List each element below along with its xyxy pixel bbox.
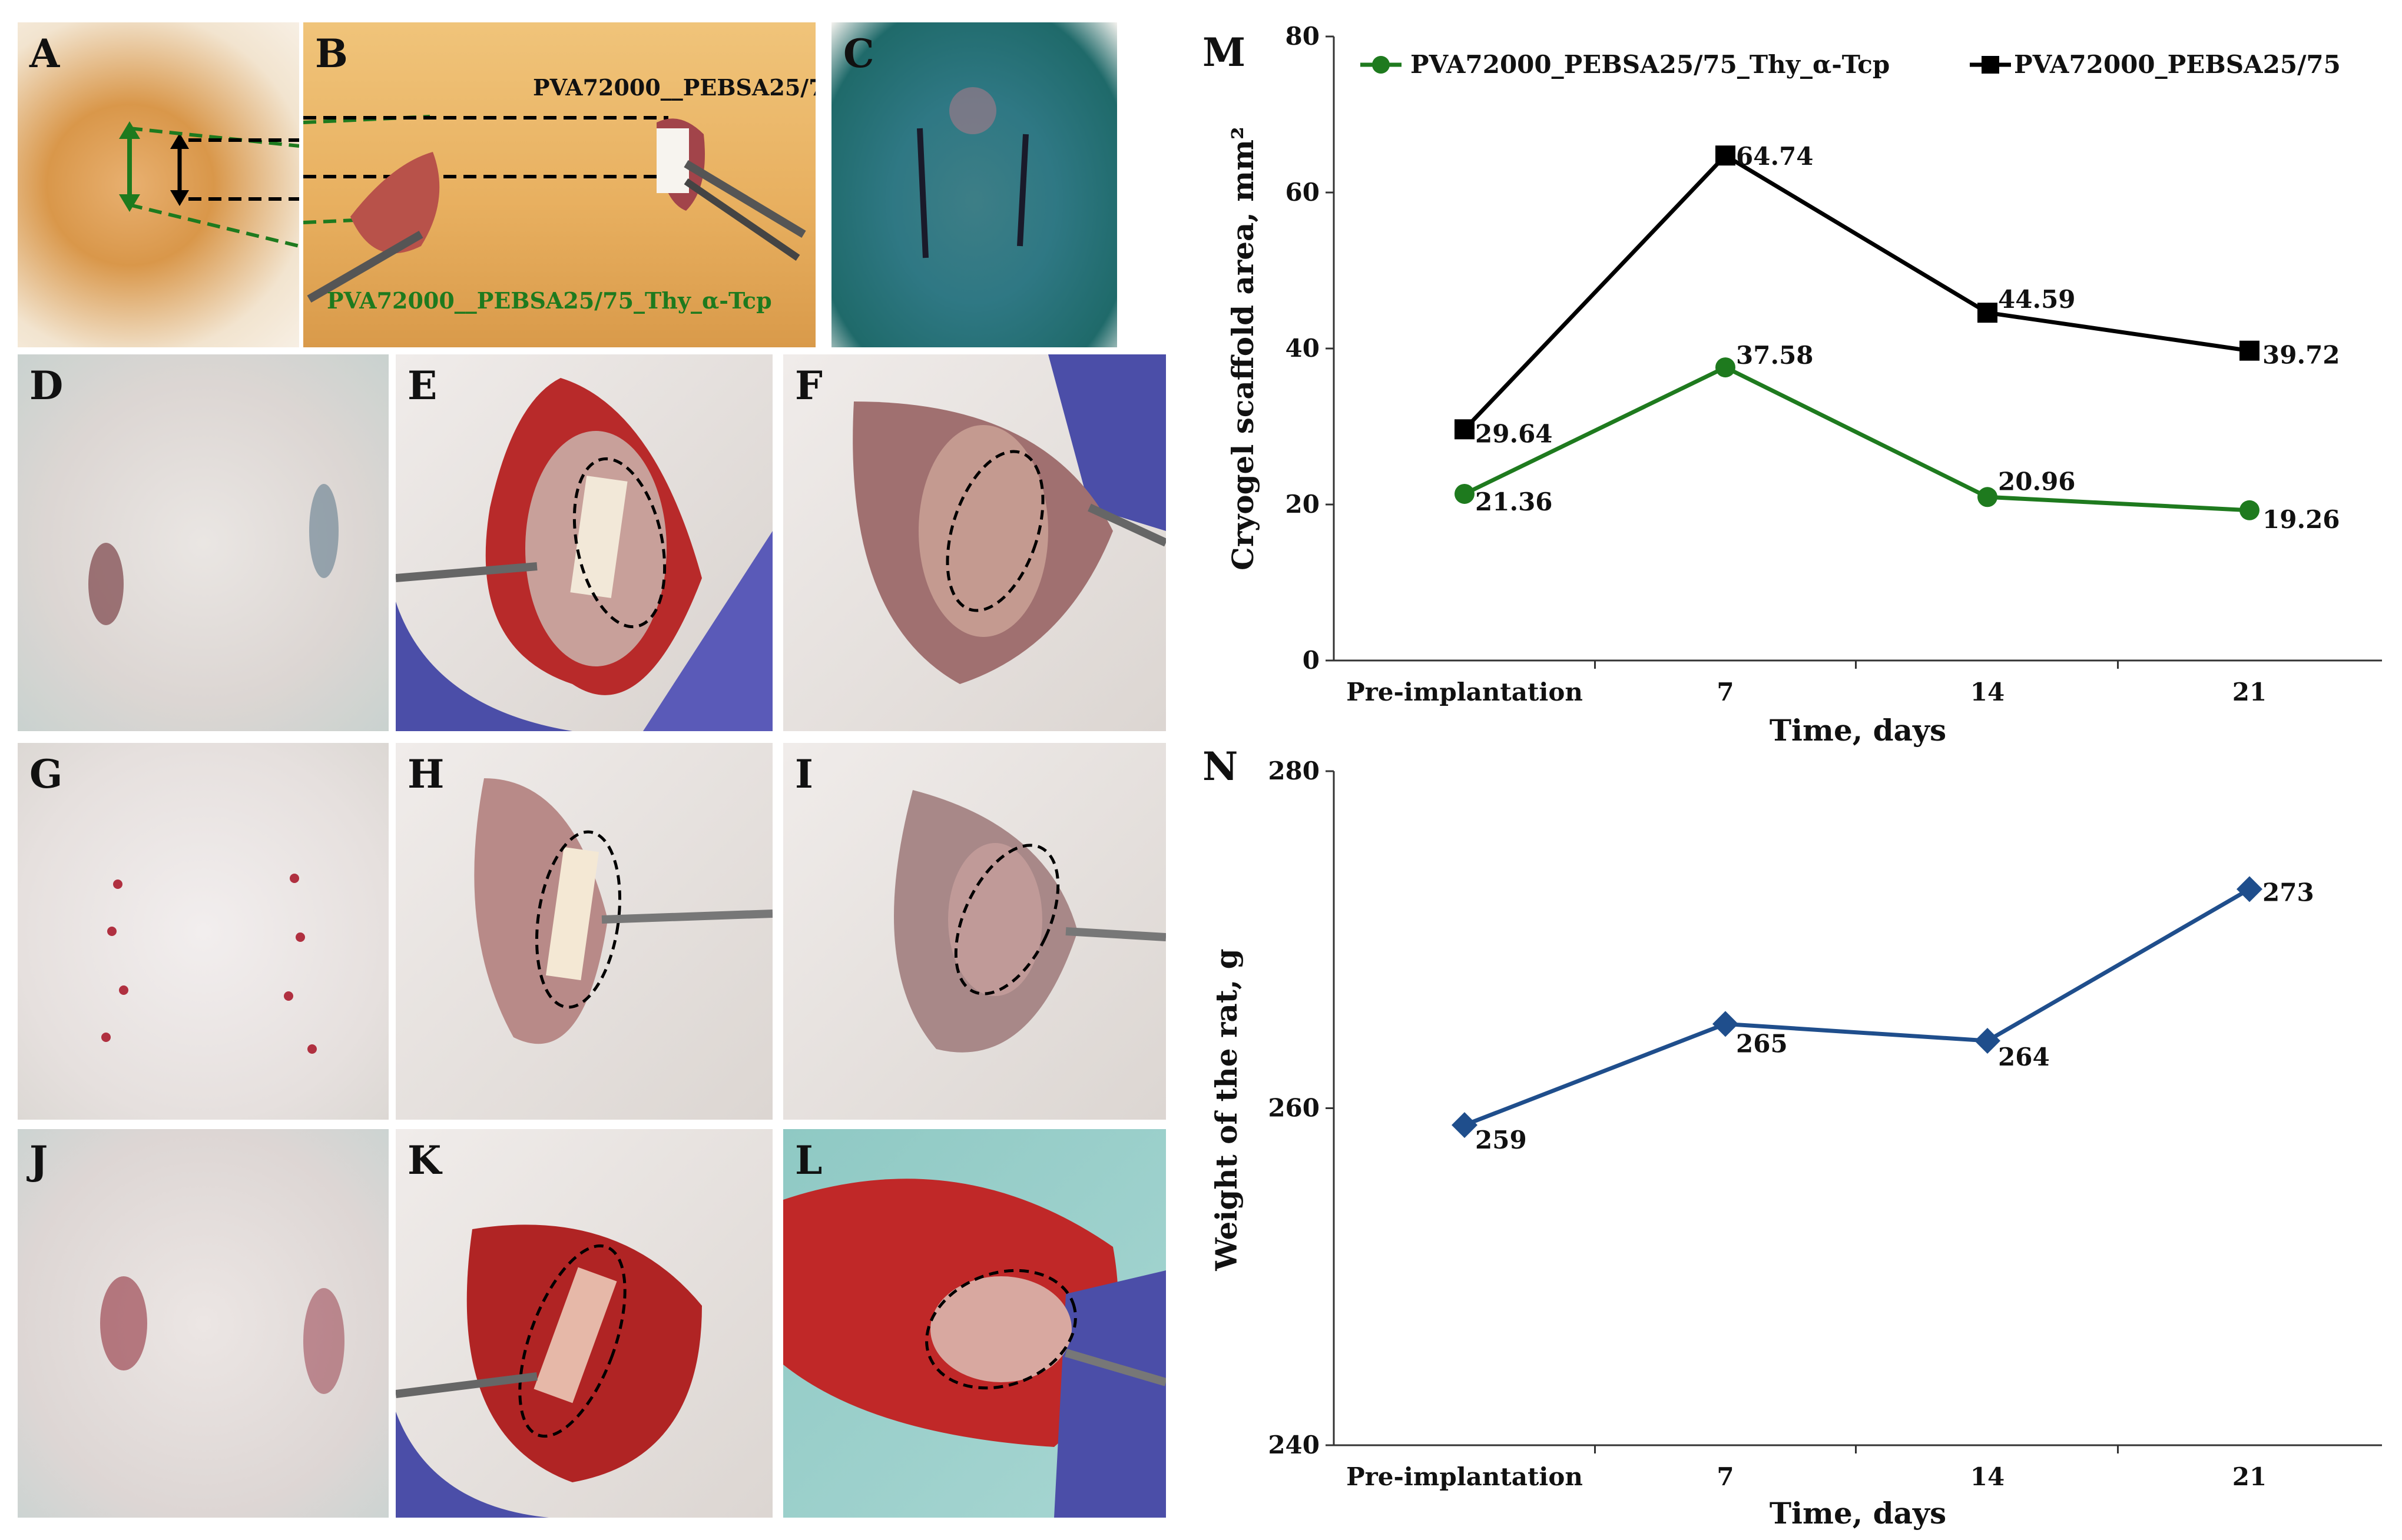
chart-m-y-tick-label: 60 bbox=[1286, 178, 1320, 207]
label-thy-scaffold: PVA72000__PEBSA25/75_Thy_α-Tcp bbox=[327, 287, 772, 314]
chart-m-y-tick-label: 80 bbox=[1286, 22, 1320, 51]
chart-m-data-label: 64.74 bbox=[1736, 142, 1814, 171]
photo-panel-d: D bbox=[18, 354, 389, 731]
chart-m-data-label: 44.59 bbox=[1998, 285, 2076, 314]
chart-n-data-label: 265 bbox=[1736, 1029, 1788, 1058]
chart-n-series-0-point bbox=[1974, 1028, 2000, 1054]
explant-site-icon bbox=[474, 778, 773, 1044]
photo-panel-e: E bbox=[396, 354, 773, 731]
chart-n-y-axis-title: Weight of the rat, g bbox=[1209, 948, 1244, 1271]
implant-sites-icon bbox=[303, 115, 806, 303]
chart-m-series-0-point bbox=[1715, 357, 1735, 378]
chart-m-y-tick-label: 40 bbox=[1286, 334, 1320, 363]
chart-n-y-tick-label: 240 bbox=[1268, 1431, 1320, 1459]
chart-n-x-tick-label: Pre-implantation bbox=[1346, 1462, 1583, 1491]
chart-m-series-1-point bbox=[1715, 145, 1735, 166]
wound-marks-icon bbox=[100, 1276, 344, 1394]
chart-m-series-0-point bbox=[2239, 500, 2259, 520]
chart-m-data-label: 39.72 bbox=[2262, 341, 2340, 370]
photo-panel-h: H bbox=[396, 743, 773, 1120]
chart-m-series-0-point bbox=[1977, 487, 1997, 507]
chart-m-panel-letter: M bbox=[1202, 29, 1245, 75]
chart-m-series-1-point bbox=[1455, 419, 1475, 440]
panel-letter-b: B bbox=[315, 31, 348, 77]
panel-letter-g: G bbox=[29, 751, 63, 797]
chart-m-data-label: 19.26 bbox=[2262, 505, 2340, 534]
chart-n-y-tick-label: 260 bbox=[1268, 1094, 1320, 1123]
chart-m-series-0-line bbox=[1463, 365, 2250, 513]
chart-m-data-label: 21.36 bbox=[1475, 487, 1553, 516]
explant-site-icon bbox=[396, 1224, 702, 1518]
measurement-arrows-icon bbox=[119, 121, 299, 248]
chart-n-data-label: 259 bbox=[1475, 1126, 1527, 1154]
panel-letter-e: E bbox=[407, 363, 438, 409]
chart-m-y-tick-label: 20 bbox=[1286, 490, 1320, 519]
panel-letter-a: A bbox=[29, 31, 60, 77]
panel-letter-c: C bbox=[843, 31, 874, 77]
chart-m-x-tick-label: 21 bbox=[2232, 678, 2267, 706]
chart-m-series-1-line bbox=[1463, 152, 2250, 431]
panel-letter-k: K bbox=[407, 1137, 442, 1183]
chart-n-series-0-point bbox=[2237, 876, 2262, 902]
photo-panel-i: I bbox=[783, 743, 1166, 1120]
photo-panel-b: B PVA72000__PEBSA25/75 PVA72000__PEBSA25… bbox=[303, 22, 816, 347]
chart-n-series-0-point bbox=[1712, 1011, 1738, 1037]
chart-m-series-1-point bbox=[2239, 340, 2259, 361]
chart-n-data-label: 264 bbox=[1998, 1043, 2050, 1071]
chart-m-data-label: 20.96 bbox=[1998, 467, 2076, 496]
chart-m-x-axis-title: Time, days bbox=[1770, 713, 1946, 748]
chart-n-x-tick-label: 21 bbox=[2232, 1462, 2267, 1491]
explant-site-icon bbox=[396, 378, 773, 731]
chart-n-x-tick-label: 7 bbox=[1717, 1462, 1734, 1491]
chart-n-data-label: 273 bbox=[2262, 878, 2314, 907]
chart-m-y-tick-label: 0 bbox=[1303, 646, 1320, 675]
chart-m-series-0-point bbox=[1455, 483, 1475, 504]
photo-panel-c: C bbox=[831, 22, 1117, 347]
chart-m-legend-label: PVA72000_PEBSA25/75_Thy_α-Tcp bbox=[1410, 50, 1890, 79]
chart-n-y-tick-label: 280 bbox=[1268, 756, 1320, 785]
photo-panel-l: L bbox=[783, 1129, 1166, 1518]
photo-panel-a: A bbox=[18, 22, 299, 347]
healed-incision-icon bbox=[101, 874, 317, 1054]
chart-n-series-0-point bbox=[1452, 1112, 1477, 1139]
chart-m-x-tick-label: Pre-implantation bbox=[1346, 678, 1583, 706]
chart-m-data-label: 37.58 bbox=[1736, 341, 1814, 370]
panel-letter-l: L bbox=[795, 1137, 823, 1183]
photo-panel-g: G bbox=[18, 743, 389, 1120]
chart-m-legend-marker bbox=[1982, 56, 1999, 74]
explant-site-icon bbox=[853, 354, 1166, 684]
chart-n-series-0-line bbox=[1463, 887, 2251, 1127]
chart-n-x-axis-title: Time, days bbox=[1770, 1496, 1946, 1531]
panel-letter-h: H bbox=[407, 751, 445, 797]
photo-panel-k: K bbox=[396, 1129, 773, 1518]
sutures-icon bbox=[917, 87, 1029, 258]
photo-panel-f: F bbox=[783, 354, 1166, 731]
panel-letter-f: F bbox=[795, 363, 823, 409]
chart-m-legend-marker bbox=[1372, 56, 1390, 74]
chart-n-panel-letter: N bbox=[1202, 744, 1238, 789]
label-control-scaffold: PVA72000__PEBSA25/75 bbox=[533, 74, 816, 101]
explant-site-icon bbox=[894, 790, 1166, 1053]
chart-n-x-tick-label: 14 bbox=[1970, 1462, 2005, 1491]
panel-letter-i: I bbox=[795, 751, 813, 797]
panel-letter-j: J bbox=[29, 1137, 48, 1183]
photo-panel-j: J bbox=[18, 1129, 389, 1518]
chart-m-x-tick-label: 7 bbox=[1717, 678, 1734, 706]
chart-m-y-axis-title: Cryogel scaffold area, mm² bbox=[1225, 127, 1260, 570]
chart-m-series-1-point bbox=[1977, 303, 1997, 323]
panel-letter-d: D bbox=[29, 363, 64, 409]
chart-m-x-tick-label: 14 bbox=[1970, 678, 2005, 706]
explant-site-icon bbox=[783, 1179, 1166, 1518]
wound-marks-icon bbox=[88, 484, 339, 625]
chart-m-legend-label: PVA72000_PEBSA25/75 bbox=[2014, 50, 2341, 79]
chart-m-data-label: 29.64 bbox=[1475, 419, 1553, 448]
